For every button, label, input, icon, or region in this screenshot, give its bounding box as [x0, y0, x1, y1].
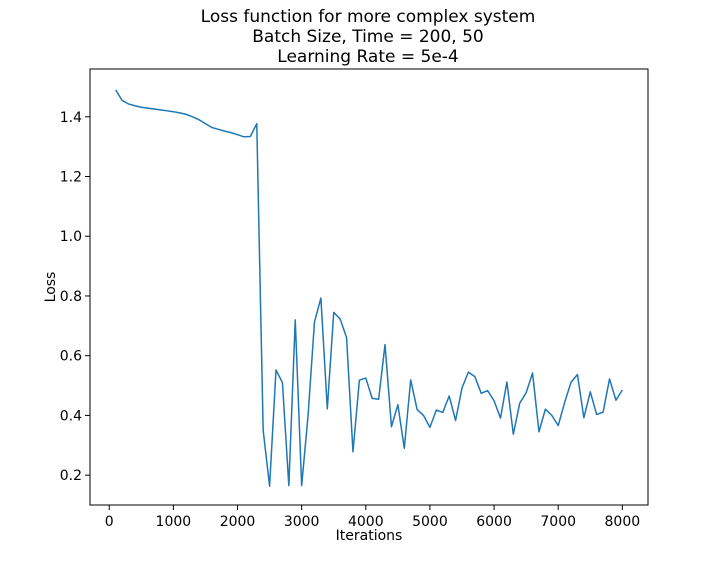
- x-tick-label: 5000: [412, 514, 448, 530]
- y-tick-label: 0.2: [60, 468, 82, 484]
- x-tick-label: 8000: [605, 514, 641, 530]
- chart-title: Loss function for more complex system Ba…: [201, 7, 536, 67]
- plot-frame: [89, 68, 649, 506]
- y-axis-label: Loss: [43, 272, 59, 303]
- axis-ticks: 0 1000 2000 3000 4000 5000 6000 7000 8000 0.2 0.4 0…: [60, 110, 640, 530]
- loss-series-line: [115, 89, 623, 487]
- plot-area: [115, 89, 623, 487]
- x-tick-label: 3000: [284, 514, 320, 530]
- x-tick-label: 0: [105, 514, 114, 530]
- x-tick-label: 2000: [220, 514, 256, 530]
- chart-title-line-2: Batch Size, Time = 200, 50: [252, 27, 484, 47]
- y-tick-label: 0.6: [60, 349, 82, 365]
- chart-title-line-1: Loss function for more complex system: [201, 7, 536, 27]
- y-tick-label: 0.4: [60, 408, 82, 424]
- x-tick-label: 6000: [476, 514, 512, 530]
- y-tick-label: 1.0: [60, 229, 82, 245]
- x-axis-label: Iterations: [336, 528, 403, 544]
- y-tick-label: 1.4: [60, 110, 82, 126]
- y-tick-label: 1.2: [60, 170, 82, 186]
- chart-title-line-3: Learning Rate = 5e-4: [277, 47, 458, 67]
- x-tick-label: 4000: [348, 514, 384, 530]
- y-tick-label: 0.8: [60, 289, 82, 305]
- x-tick-label: 7000: [540, 514, 576, 530]
- x-tick-label: 1000: [156, 514, 192, 530]
